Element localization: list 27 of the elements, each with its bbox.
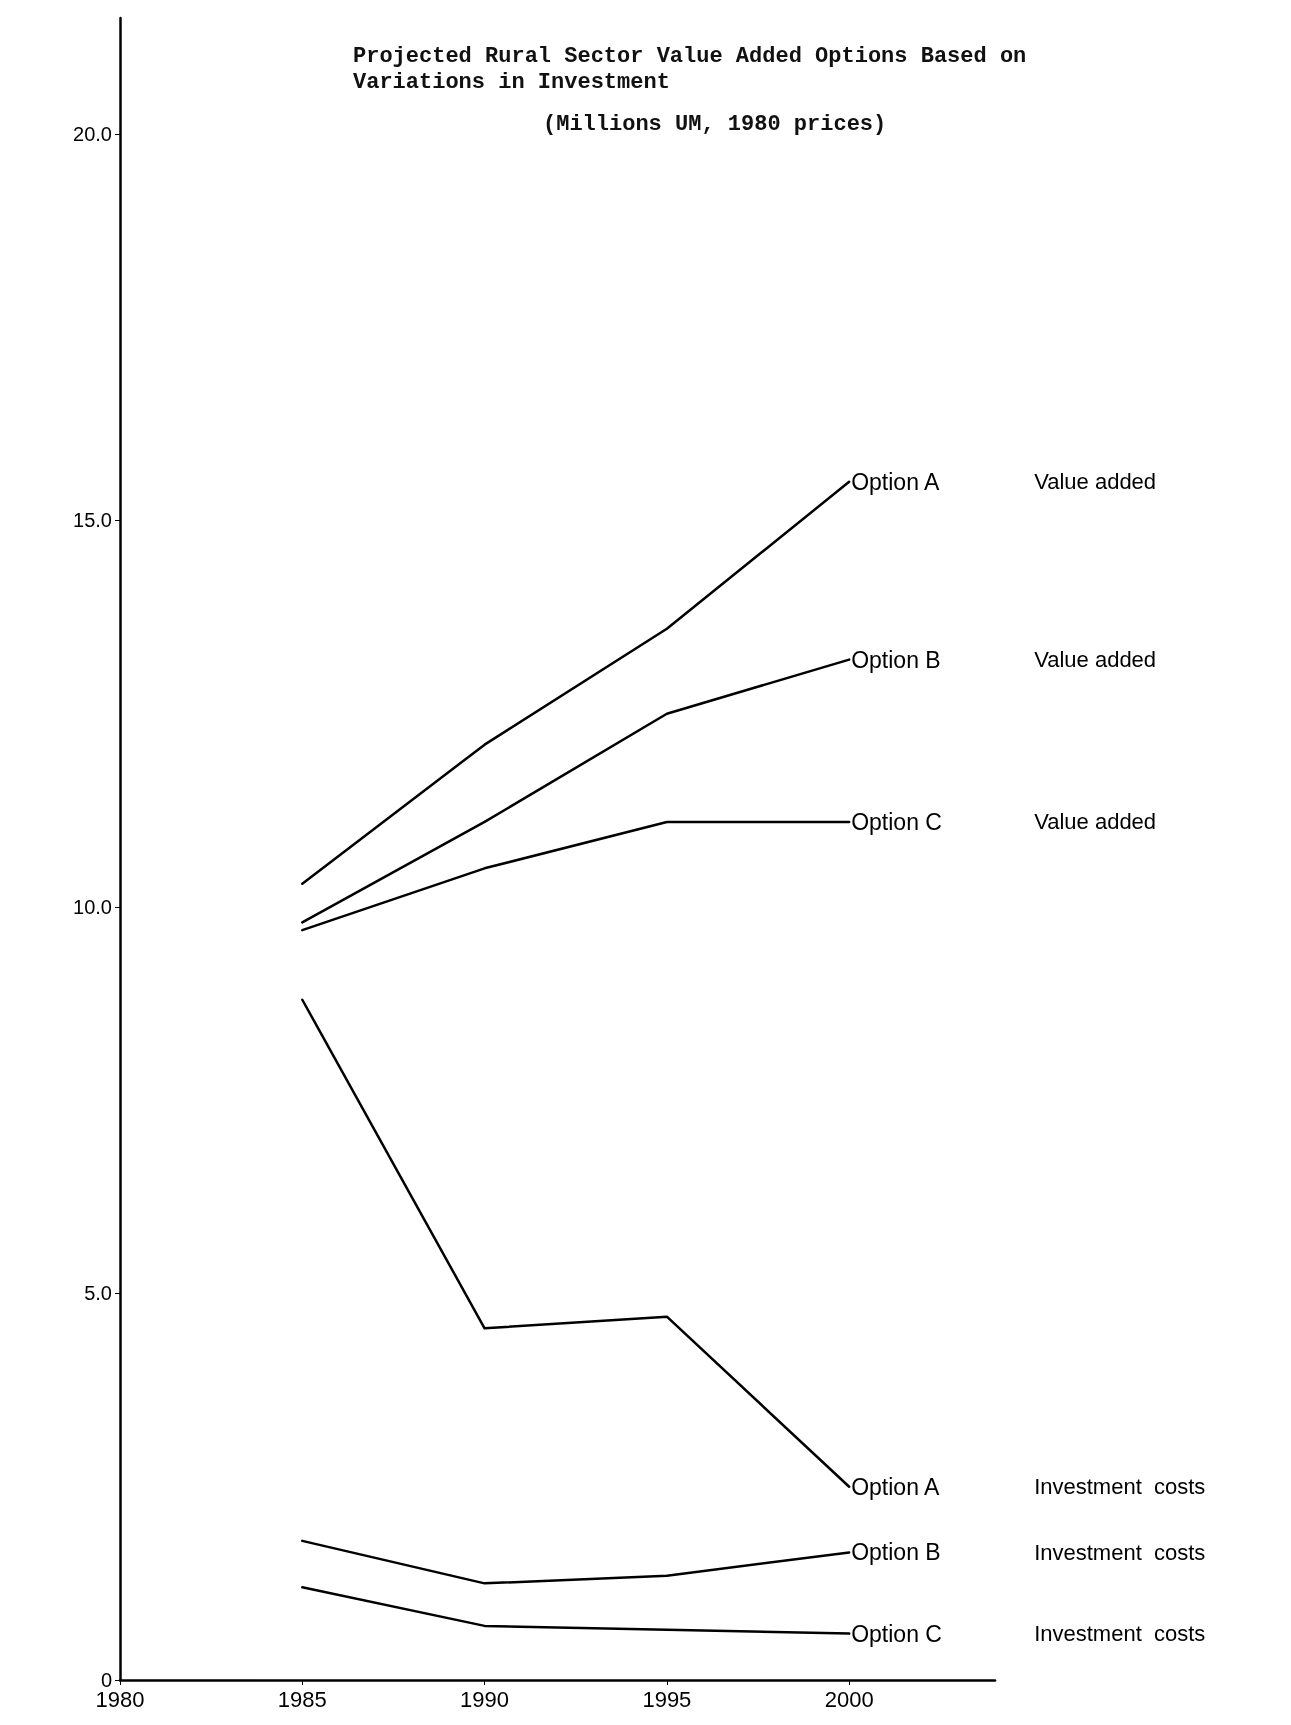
y-tick-label: 10.0 — [73, 895, 112, 918]
series-label: Option C — [851, 1620, 942, 1647]
x-tick-label: 1990 — [460, 1686, 510, 1712]
x-tick-label: 2000 — [824, 1686, 874, 1712]
text: Value added — [1034, 809, 1157, 835]
text: Investment costs — [1034, 1539, 1206, 1565]
text: Investment costs — [1034, 1474, 1206, 1500]
text: (Millions UM, 1980 prices) — [543, 111, 887, 137]
y-tick-label: 15.0 — [73, 509, 112, 532]
text: Value added — [1034, 469, 1157, 495]
x-tick-label: 1995 — [642, 1686, 692, 1712]
series-label: Option B — [851, 1539, 941, 1566]
line-series — [301, 658, 851, 924]
text: Projected Rural Sector Value Added Options Based on Variations in Investment — [353, 43, 1040, 95]
line-series — [301, 1539, 851, 1585]
y-tick-label: 5.0 — [84, 1282, 112, 1305]
series-label: Option A — [851, 468, 941, 495]
text: Value added — [1034, 647, 1157, 673]
text: Investment costs — [1034, 1621, 1206, 1647]
series-label: Option C — [851, 808, 942, 835]
line-series — [301, 480, 851, 886]
y-tick-label: 20.0 — [73, 122, 112, 145]
line-series — [301, 1585, 851, 1635]
series-label: Option A — [851, 1473, 941, 1500]
line-series — [301, 998, 851, 1488]
series-label: Option B — [851, 646, 941, 673]
x-tick-label: 1985 — [277, 1686, 327, 1712]
